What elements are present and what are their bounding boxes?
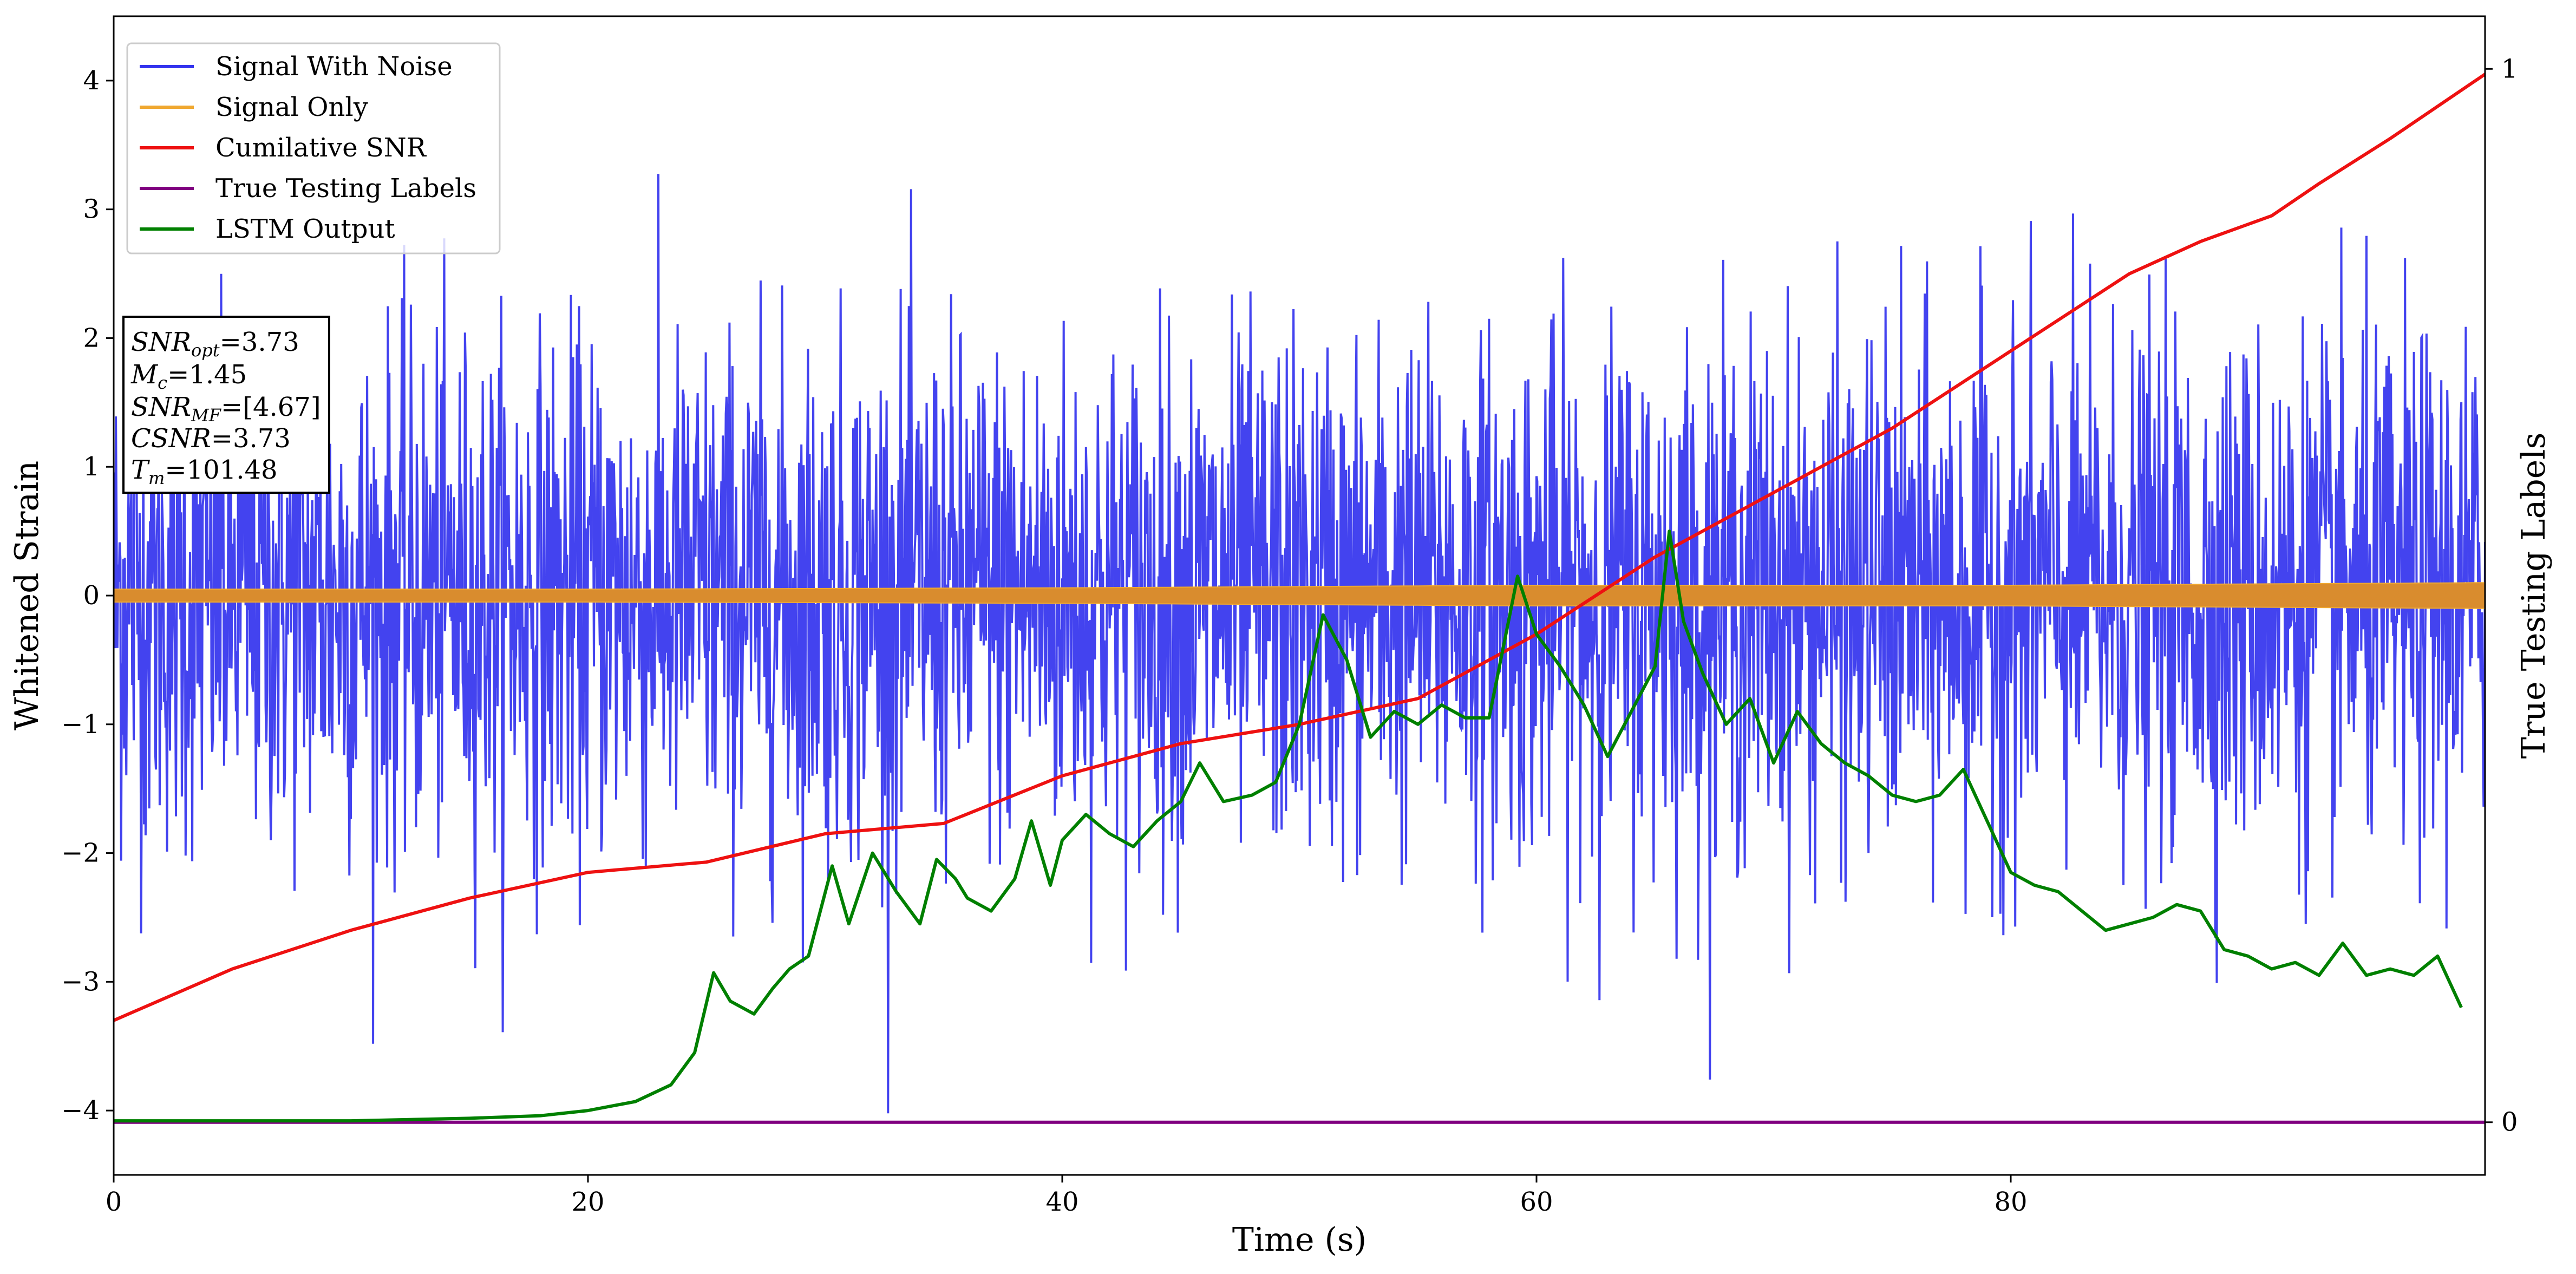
x-tick-label: 0	[106, 1187, 122, 1217]
info-box: SNRopt=3.73 Mc=1.45 SNRMF=[4.67] CSNR=3.…	[122, 316, 330, 494]
info-snr-opt: SNRopt=3.73	[131, 327, 299, 361]
y2-axis-title: True Testing Labels	[2515, 433, 2553, 759]
y-tick-label: −3	[61, 966, 100, 997]
x-tick-label: 60	[1520, 1187, 1553, 1217]
legend-label: True Testing Labels	[215, 173, 476, 204]
y-tick-label: −4	[61, 1095, 100, 1126]
series-signal-with-noise	[114, 174, 2485, 1114]
series-cumilative-snr	[114, 73, 2485, 1022]
y-tick-label: 2	[83, 323, 100, 353]
legend-label: Signal Only	[215, 92, 368, 122]
legend: Signal With Noise Signal Only Cumilative S…	[126, 42, 501, 254]
legend-box	[126, 42, 501, 254]
y-tick-label: −1	[61, 709, 100, 740]
y-tick-label: −2	[61, 838, 100, 868]
y2-tick-label: 0	[2501, 1107, 2518, 1138]
y-axis-title: Whitened Strain	[8, 461, 46, 730]
y-tick-label: 0	[83, 580, 100, 611]
plot-area	[114, 73, 2485, 1124]
x-tick-label: 20	[571, 1187, 604, 1217]
x-tick-label: 80	[1994, 1187, 2027, 1217]
info-snr-mf: SNRMF=[4.67]	[131, 392, 321, 426]
y2-axis: 01	[2485, 54, 2518, 1138]
info-box-frame	[122, 316, 330, 494]
x-axis: 0 20 40 60 80	[106, 1175, 2028, 1217]
info-csnr: CSNR=3.73	[131, 423, 291, 454]
y-tick-label: 3	[83, 194, 100, 225]
info-tm: Tm=101.48	[131, 455, 278, 488]
x-tick-label: 40	[1045, 1187, 1078, 1217]
legend-label: Signal With Noise	[215, 51, 453, 82]
x-axis-title: Time (s)	[1232, 1221, 1367, 1259]
y-tick-label: 4	[83, 66, 100, 96]
series-lstm-output	[114, 530, 2463, 1123]
series-signal-only	[114, 582, 2485, 609]
y-axis: −4 −3 −2 −1 0 1 2 3 4	[61, 66, 114, 1126]
legend-label: LSTM Output	[215, 214, 395, 244]
y-tick-label: 1	[83, 452, 100, 482]
y2-tick-label: 1	[2501, 54, 2518, 84]
legend-label: Cumilative SNR	[215, 133, 427, 163]
info-mc: Mc=1.45	[130, 360, 247, 393]
